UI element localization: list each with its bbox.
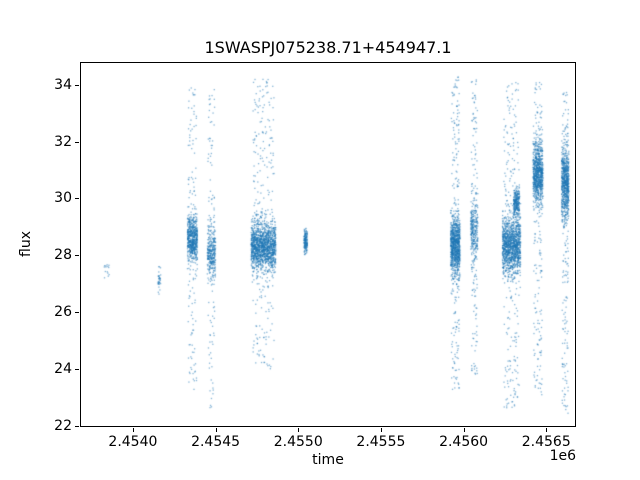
y-tick-mark bbox=[75, 198, 79, 200]
y-tick-mark bbox=[75, 84, 79, 86]
y-tick-mark bbox=[75, 255, 79, 257]
x-tick-label: 2.4565 bbox=[521, 434, 571, 450]
x-tick-mark bbox=[298, 428, 300, 432]
x-tick-label: 2.4550 bbox=[273, 434, 323, 450]
x-tick-mark bbox=[215, 428, 217, 432]
y-tick-mark bbox=[75, 368, 79, 370]
y-tick-label: 30 bbox=[54, 190, 72, 207]
x-tick-label: 2.4545 bbox=[191, 434, 241, 450]
y-tick-mark bbox=[75, 311, 79, 313]
x-tick-mark bbox=[132, 428, 134, 432]
y-tick-label: 28 bbox=[54, 247, 72, 264]
y-tick-label: 32 bbox=[54, 133, 72, 150]
x-tick-mark bbox=[380, 428, 382, 432]
x-axis-offset-text: 1e6 bbox=[549, 448, 576, 464]
y-tick-label: 26 bbox=[54, 303, 72, 320]
y-axis-label: flux bbox=[18, 231, 34, 257]
x-tick-label: 2.4540 bbox=[108, 434, 158, 450]
x-tick-mark bbox=[463, 428, 465, 432]
x-axis-label: time bbox=[312, 452, 344, 468]
y-tick-label: 22 bbox=[54, 417, 72, 434]
y-tick-label: 34 bbox=[54, 76, 72, 93]
y-tick-mark bbox=[75, 425, 79, 427]
x-tick-label: 2.4555 bbox=[356, 434, 406, 450]
chart-title: 1SWASPJ075238.71+454947.1 bbox=[204, 38, 452, 57]
x-tick-mark bbox=[546, 428, 548, 432]
x-tick-label: 2.4560 bbox=[439, 434, 489, 450]
y-tick-label: 24 bbox=[54, 360, 72, 377]
y-tick-mark bbox=[75, 141, 79, 143]
